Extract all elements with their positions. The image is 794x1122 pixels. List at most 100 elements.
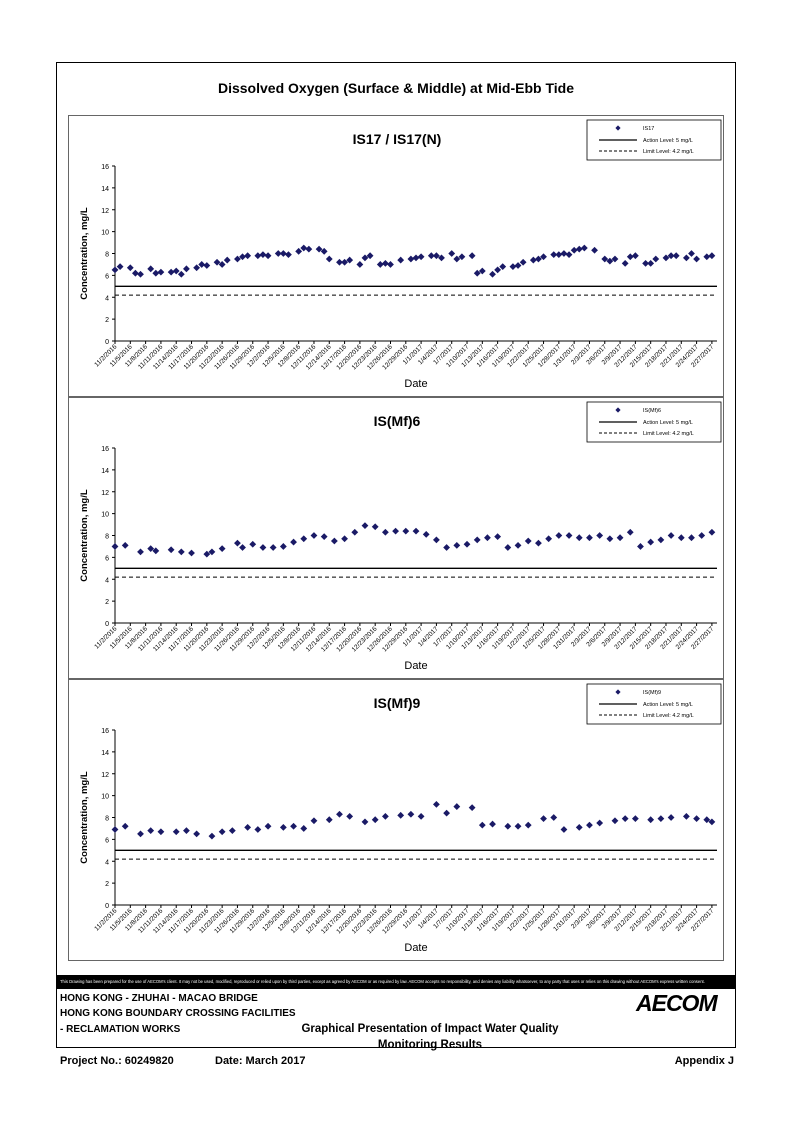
y-tick-label: 8 bbox=[105, 534, 109, 541]
project-line-3: - RECLAMATION WORKS bbox=[60, 1024, 181, 1035]
data-point bbox=[111, 826, 119, 833]
data-point bbox=[473, 536, 481, 544]
data-point bbox=[524, 821, 532, 829]
data-point bbox=[381, 813, 389, 820]
data-point bbox=[264, 822, 272, 830]
data-point bbox=[560, 826, 568, 833]
data-point bbox=[188, 549, 195, 557]
data-point bbox=[468, 252, 476, 260]
y-tick-label: 10 bbox=[101, 794, 109, 801]
legend-marker bbox=[615, 689, 621, 695]
data-point bbox=[621, 259, 629, 267]
data-point bbox=[218, 545, 226, 553]
data-point bbox=[208, 832, 216, 840]
data-point bbox=[667, 532, 675, 539]
data-point bbox=[550, 814, 558, 821]
legend-action-label: Action Level: 5 mg/L bbox=[643, 138, 693, 144]
y-tick-label: 14 bbox=[101, 468, 109, 475]
data-point bbox=[575, 534, 583, 542]
data-point bbox=[682, 813, 690, 820]
data-point bbox=[183, 827, 190, 835]
data-point bbox=[570, 246, 578, 254]
data-point bbox=[387, 261, 394, 268]
data-point bbox=[223, 256, 231, 264]
data-point bbox=[631, 815, 639, 822]
data-point bbox=[336, 810, 343, 818]
legend-marker bbox=[615, 407, 621, 413]
y-axis-label: Concentration, mg/L bbox=[79, 207, 90, 300]
data-point bbox=[177, 548, 185, 556]
y-axis-label: Concentration, mg/L bbox=[79, 489, 90, 582]
legend-marker bbox=[615, 125, 621, 131]
appendix-label: Appendix J bbox=[674, 1055, 734, 1067]
data-point bbox=[514, 822, 522, 830]
data-point bbox=[126, 264, 134, 272]
y-tick-label: 14 bbox=[101, 186, 109, 193]
project-line-1: HONG KONG - ZHUHAI - MACAO BRIDGE bbox=[60, 993, 258, 1004]
data-point bbox=[259, 251, 267, 258]
data-point bbox=[489, 270, 496, 278]
data-point bbox=[111, 266, 119, 274]
data-point bbox=[693, 255, 700, 263]
y-tick-label: 8 bbox=[105, 816, 109, 823]
y-tick-label: 4 bbox=[105, 577, 109, 584]
data-point bbox=[116, 263, 124, 271]
data-point bbox=[295, 247, 303, 255]
data-point bbox=[535, 255, 542, 263]
data-point bbox=[535, 539, 542, 547]
data-point bbox=[555, 532, 563, 539]
data-point bbox=[514, 541, 522, 549]
data-point bbox=[320, 533, 328, 540]
data-point bbox=[167, 546, 175, 554]
page-title: Dissolved Oxygen (Surface & Middle) at M… bbox=[217, 80, 575, 96]
data-point bbox=[341, 258, 348, 266]
data-point bbox=[407, 810, 415, 818]
data-point bbox=[652, 255, 660, 263]
data-point bbox=[647, 816, 655, 824]
legend: IS17 Action Level: 5 mg/L Limit Level: 4.2… bbox=[586, 119, 722, 161]
data-point bbox=[397, 811, 405, 819]
data-point bbox=[504, 822, 512, 830]
data-point bbox=[183, 265, 190, 273]
data-point bbox=[356, 261, 364, 268]
y-tick-label: 0 bbox=[105, 903, 109, 910]
data-point bbox=[244, 252, 252, 260]
y-tick-label: 2 bbox=[105, 317, 109, 324]
document-title-line-2: Monitoring Results bbox=[377, 1039, 483, 1051]
data-point bbox=[361, 522, 369, 530]
y-tick-label: 4 bbox=[105, 859, 109, 866]
chart-ismf6: IS(Mf)6024681012141611/2/201611/5/201611… bbox=[79, 401, 722, 672]
data-point bbox=[509, 263, 517, 271]
data-point bbox=[514, 262, 522, 269]
data-point bbox=[274, 250, 282, 257]
data-point bbox=[137, 548, 144, 556]
y-tick-label: 0 bbox=[105, 621, 109, 628]
data-point bbox=[412, 527, 420, 535]
data-point bbox=[448, 250, 456, 257]
data-point bbox=[621, 815, 629, 822]
data-point bbox=[330, 537, 338, 545]
data-point bbox=[361, 818, 369, 826]
legend-limit-label: Limit Level: 4.2 mg/L bbox=[643, 149, 694, 155]
legend-action-label: Action Level: 5 mg/L bbox=[643, 420, 693, 426]
y-tick-label: 2 bbox=[105, 881, 109, 888]
data-point bbox=[172, 267, 180, 275]
data-point bbox=[647, 538, 655, 546]
data-point bbox=[132, 269, 139, 277]
y-tick-label: 12 bbox=[101, 772, 109, 779]
data-point bbox=[366, 252, 374, 260]
page-frame bbox=[56, 62, 736, 1048]
legend-series-label: IS17 bbox=[643, 126, 654, 132]
y-tick-label: 12 bbox=[101, 208, 109, 215]
data-point bbox=[147, 265, 155, 273]
data-point bbox=[494, 266, 502, 274]
data-point bbox=[249, 540, 257, 548]
data-point bbox=[703, 253, 711, 261]
y-tick-label: 2 bbox=[105, 599, 109, 606]
data-point bbox=[453, 803, 461, 810]
data-point bbox=[565, 251, 573, 258]
data-point bbox=[172, 828, 180, 836]
data-point bbox=[647, 259, 655, 267]
data-point bbox=[708, 252, 716, 260]
data-point bbox=[626, 528, 634, 536]
